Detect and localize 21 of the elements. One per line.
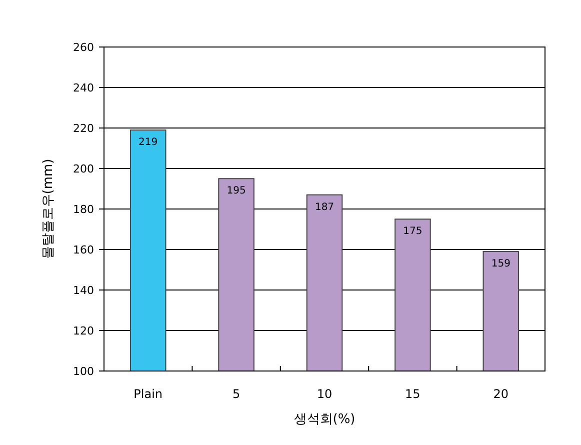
y-tick-label: 260 xyxy=(73,41,94,54)
data-label: 195 xyxy=(226,186,246,197)
x-axis-title: 생석회(%) xyxy=(294,412,356,427)
y-tick-label: 140 xyxy=(73,284,94,297)
data-label: 219 xyxy=(138,137,158,148)
data-label: 159 xyxy=(491,258,510,270)
y-tick-label: 160 xyxy=(73,244,94,256)
x-tick-label: Plain xyxy=(134,387,163,401)
y-tick-label: 220 xyxy=(73,122,94,135)
x-tick-label: 10 xyxy=(316,387,332,401)
y-tick-label: 200 xyxy=(73,162,94,176)
x-tick-label: 5 xyxy=(232,387,240,401)
data-label: 187 xyxy=(314,202,334,213)
x-tick-label: 20 xyxy=(493,387,509,401)
y-axis-title: 몰탈플로우(mm) xyxy=(41,158,56,260)
y-tick-label: 180 xyxy=(73,203,94,216)
y-tick-label: 100 xyxy=(73,365,94,378)
data-label: 175 xyxy=(403,226,422,238)
x-tick-label: 15 xyxy=(405,387,420,401)
y-tick-label: 240 xyxy=(73,82,94,94)
y-tick-label: 120 xyxy=(73,324,94,338)
